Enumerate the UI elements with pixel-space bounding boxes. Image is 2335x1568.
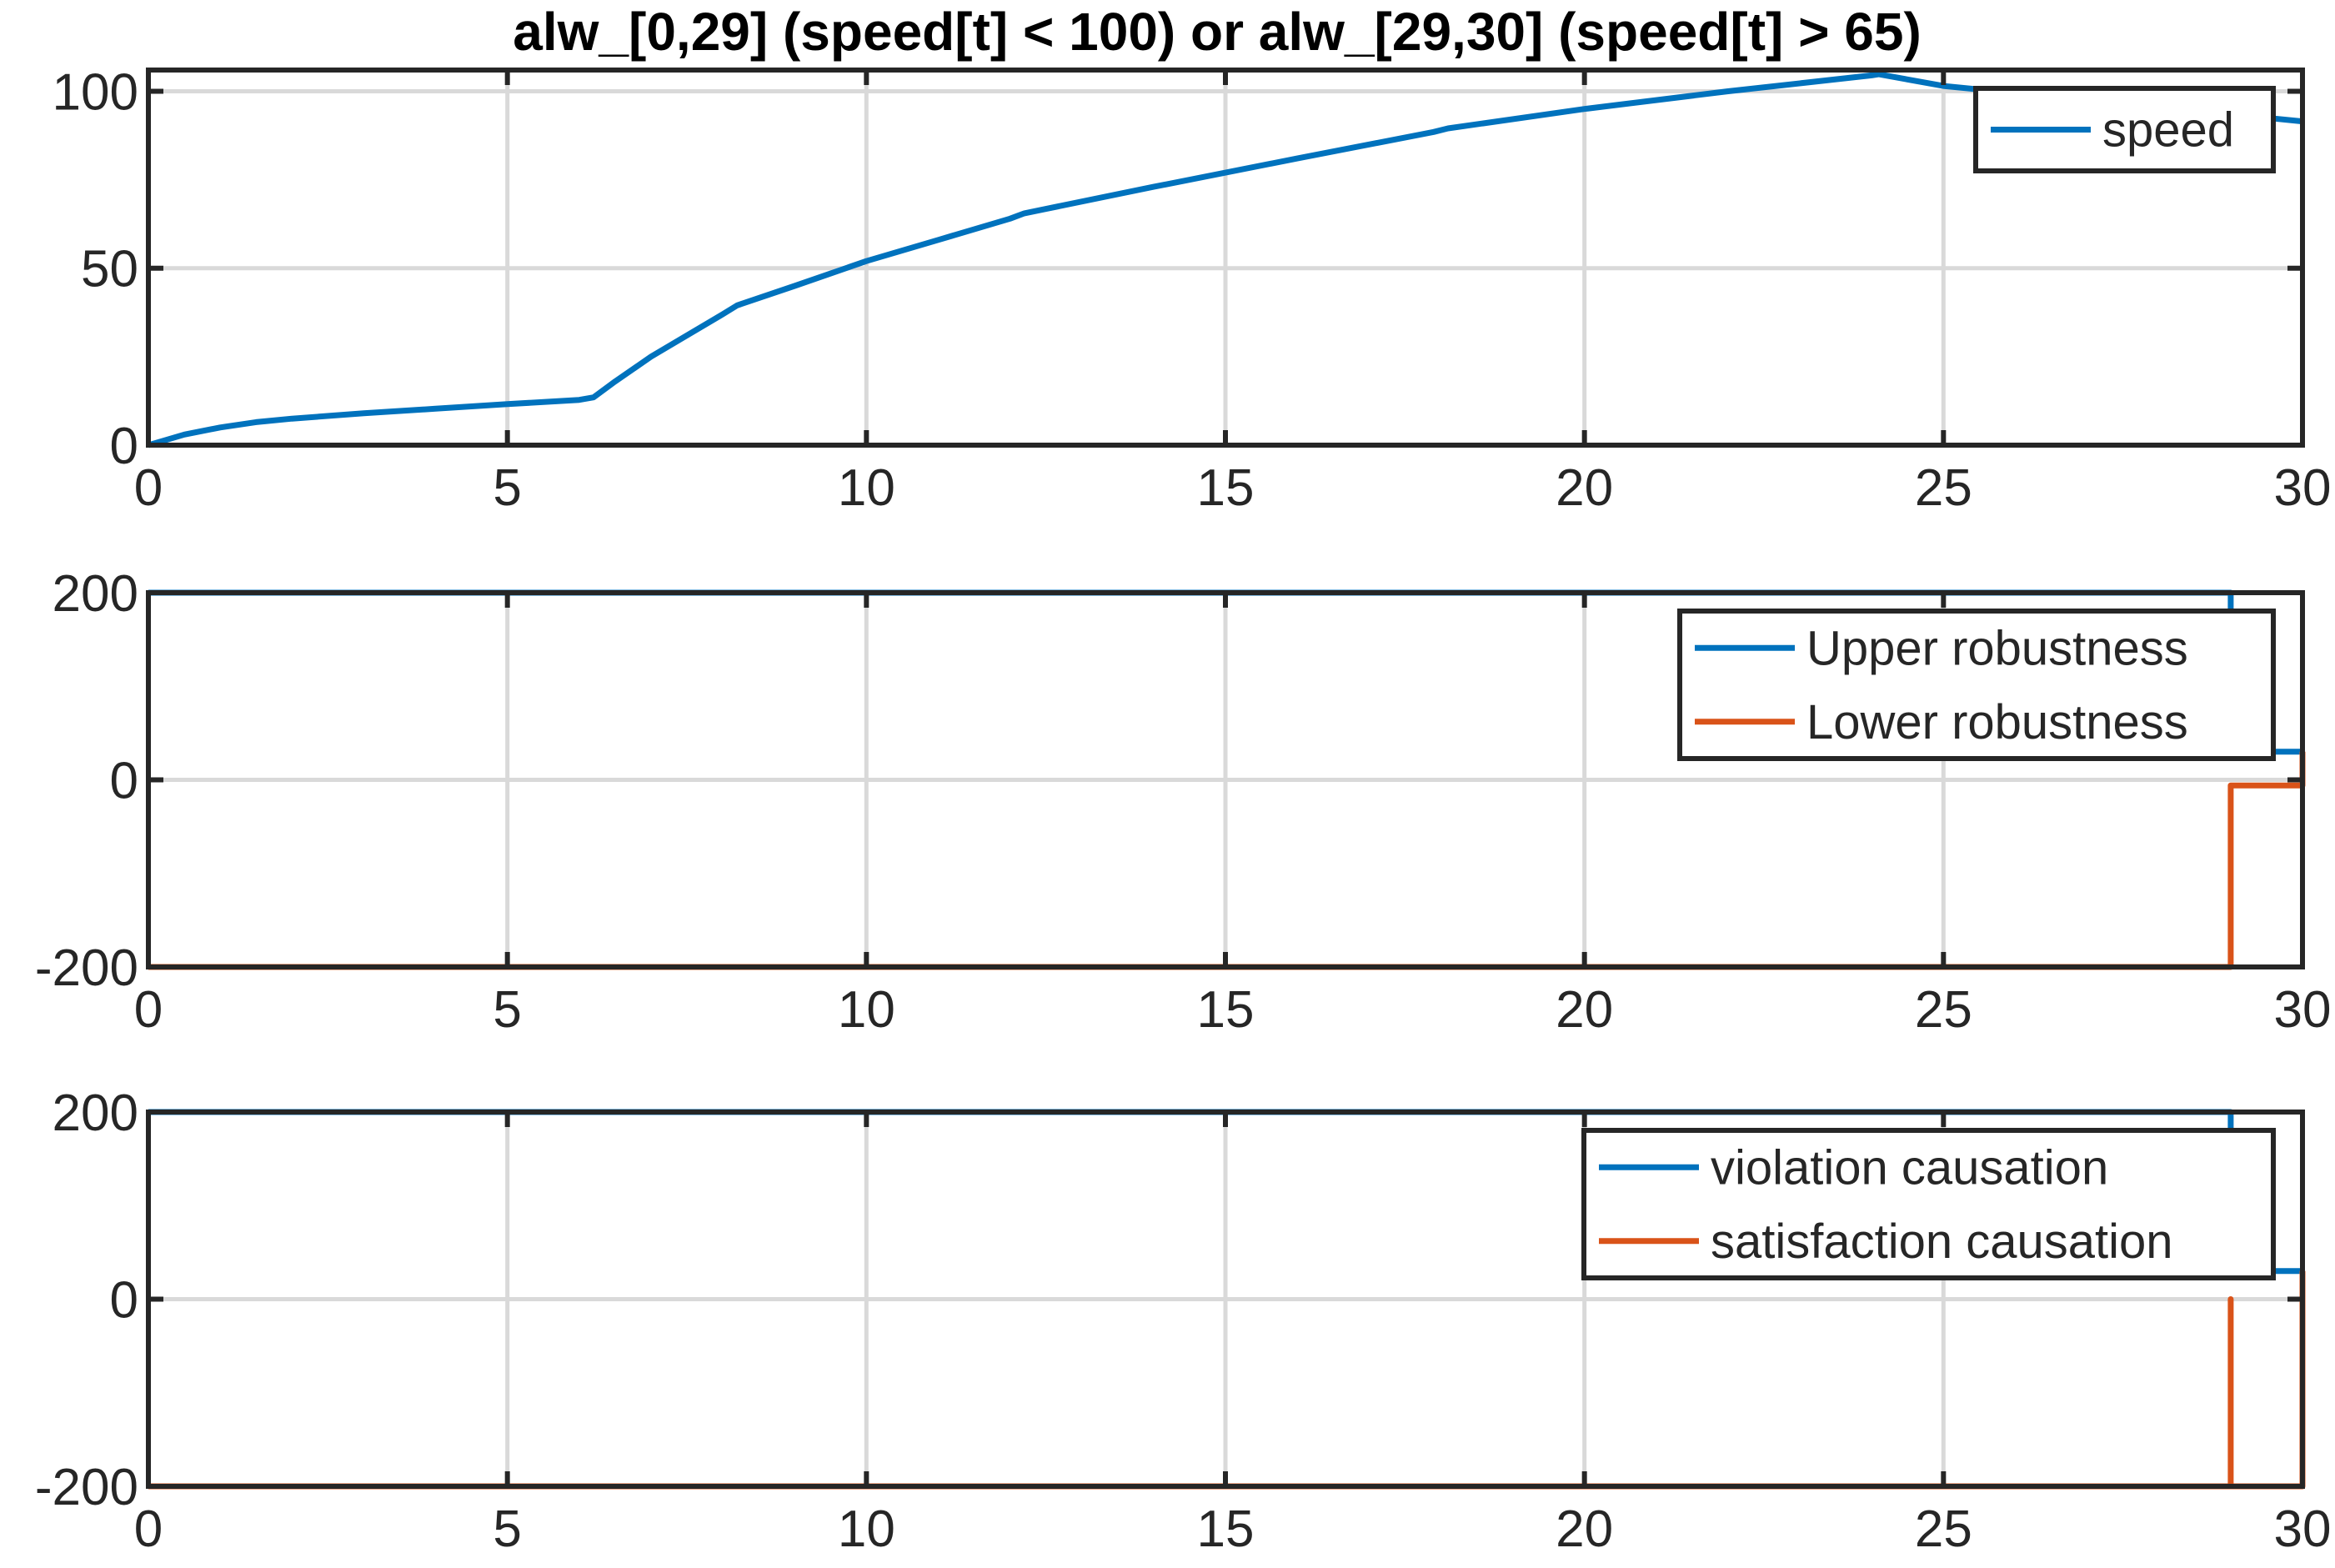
- y-tick-label: 200: [53, 565, 138, 623]
- legend-box: [1581, 1128, 2276, 1280]
- legend-box: [1677, 609, 2276, 761]
- legend-entry: Lower robustness: [1806, 695, 2188, 749]
- x-tick-label: 10: [838, 459, 895, 517]
- y-tick-label: -200: [35, 1459, 138, 1516]
- legend-box: [1973, 86, 2276, 173]
- x-tick-label: 0: [134, 981, 163, 1039]
- series-line-speed: [148, 71, 2303, 448]
- x-tick-label: 5: [493, 459, 521, 517]
- y-tick-label: 100: [53, 63, 138, 121]
- y-tick-label: 0: [110, 1272, 138, 1330]
- y-tick-label: 50: [81, 241, 138, 298]
- x-tick-label: 30: [2274, 981, 2332, 1039]
- legend-entry: Upper robustness: [1806, 621, 2188, 675]
- x-tick-label: 15: [1197, 1500, 1255, 1558]
- x-tick-label: 5: [493, 981, 521, 1039]
- figure-title: alw_[0,29] (speed[t] < 100) or alw_[29,3…: [513, 2, 1922, 62]
- chart-panel-1: 0 5 10 15 20 25 30 0 50 100 speed: [53, 63, 2332, 517]
- y-tick-label: 0: [110, 753, 138, 810]
- legend: violation causation satisfaction causatio…: [1581, 1128, 2276, 1280]
- x-tick-label: 30: [2274, 459, 2332, 517]
- y-tick-label: 200: [53, 1085, 138, 1142]
- legend: speed: [1973, 86, 2276, 173]
- x-tick-label: 20: [1556, 459, 1613, 517]
- legend-entry: speed: [2102, 103, 2234, 158]
- x-tick-label: 15: [1197, 981, 1255, 1039]
- legend-entry: satisfaction causation: [1711, 1215, 2173, 1269]
- x-tick-label: 5: [493, 1500, 521, 1558]
- y-tick-label: -200: [35, 939, 138, 997]
- x-tick-label: 15: [1197, 459, 1255, 517]
- y-tick-label: 0: [110, 418, 138, 475]
- legend: Upper robustness Lower robustness: [1677, 609, 2276, 761]
- x-tick-label: 20: [1556, 1500, 1613, 1558]
- x-tick-label: 25: [1915, 981, 1972, 1039]
- x-tick-label: 30: [2274, 1500, 2332, 1558]
- x-tick-label: 0: [134, 459, 163, 517]
- x-tick-label: 20: [1556, 981, 1613, 1039]
- x-tick-label: 25: [1915, 1500, 1972, 1558]
- legend-entry: violation causation: [1711, 1140, 2108, 1195]
- series-group: [148, 71, 2303, 448]
- x-tick-label: 10: [838, 1500, 895, 1558]
- x-tick-label: 0: [134, 1500, 163, 1558]
- x-tick-label: 10: [838, 981, 895, 1039]
- x-tick-label: 25: [1915, 459, 1972, 517]
